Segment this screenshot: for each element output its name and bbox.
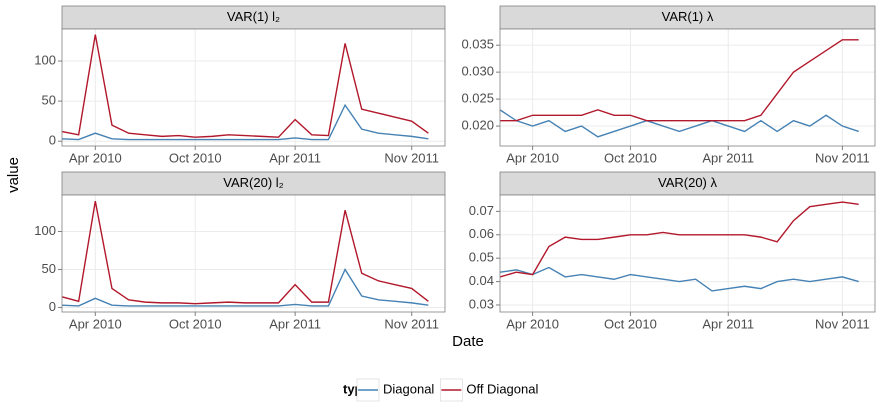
- series-line: [500, 39, 859, 122]
- y-tick-label: 0.05: [469, 250, 494, 265]
- y-tick-label: 0.06: [469, 226, 494, 241]
- series-line: [61, 267, 429, 307]
- panel-title: VAR(20) l₂: [223, 175, 283, 190]
- y-tick-label: 100: [34, 223, 56, 238]
- x-tick-label: Apr 2010: [69, 150, 122, 165]
- series-line: [499, 266, 859, 292]
- y-tick-label: 50: [42, 261, 56, 276]
- x-tick-label: Oct 2010: [169, 316, 222, 331]
- y-tick-label: 0: [49, 133, 56, 148]
- y-tick-label: 0.04: [469, 273, 494, 288]
- x-tick-label: Apr 2011: [269, 150, 321, 165]
- x-tick-label: Nov 2011: [815, 316, 870, 331]
- x-tick-label: Oct 2010: [604, 150, 657, 165]
- legend-label: Diagonal: [383, 381, 434, 396]
- x-tick-label: Apr 2010: [506, 150, 559, 165]
- y-tick-label: 0.025: [461, 91, 494, 106]
- panel-title: VAR(1) λ: [662, 9, 714, 24]
- x-tick-label: Apr 2011: [702, 316, 754, 331]
- series-line: [61, 200, 429, 305]
- panel: [62, 195, 445, 312]
- x-tick-label: Apr 2011: [269, 316, 321, 331]
- panel-border: [61, 28, 446, 147]
- x-tick-label: Nov 2011: [384, 316, 439, 331]
- series-line: [499, 201, 859, 278]
- x-tick-label: Apr 2011: [702, 150, 754, 165]
- x-tick-label: Apr 2010: [69, 316, 122, 331]
- panel-border: [61, 194, 446, 313]
- panel-title: VAR(1) l₂: [227, 9, 280, 24]
- y-tick-label: 0.020: [461, 117, 494, 132]
- y-tick-label: 100: [34, 52, 56, 67]
- legend-label: Off Diagonal: [466, 381, 538, 396]
- series-line: [61, 103, 429, 141]
- x-tick-label: Oct 2010: [169, 150, 222, 165]
- y-tick-label: 0.030: [461, 64, 494, 79]
- panel-border: [499, 194, 876, 313]
- y-tick-label: 0.07: [469, 203, 494, 218]
- series-line: [61, 34, 429, 138]
- x-tick-label: Oct 2010: [604, 316, 657, 331]
- series-line: [499, 109, 859, 138]
- x-tick-label: Nov 2011: [384, 150, 439, 165]
- panel: [500, 195, 875, 312]
- panel: [62, 29, 445, 146]
- panel-title: VAR(20) λ: [658, 175, 717, 190]
- x-tick-label: Nov 2011: [815, 150, 870, 165]
- y-tick-label: 0: [49, 299, 56, 314]
- y-axis-label: value: [5, 157, 22, 193]
- panel-border: [499, 28, 876, 147]
- y-tick-label: 50: [42, 93, 56, 108]
- y-tick-label: 0.03: [469, 296, 494, 311]
- y-tick-label: 0.035: [461, 37, 494, 52]
- x-tick-label: Apr 2010: [506, 316, 559, 331]
- x-axis-label: Date: [452, 333, 484, 350]
